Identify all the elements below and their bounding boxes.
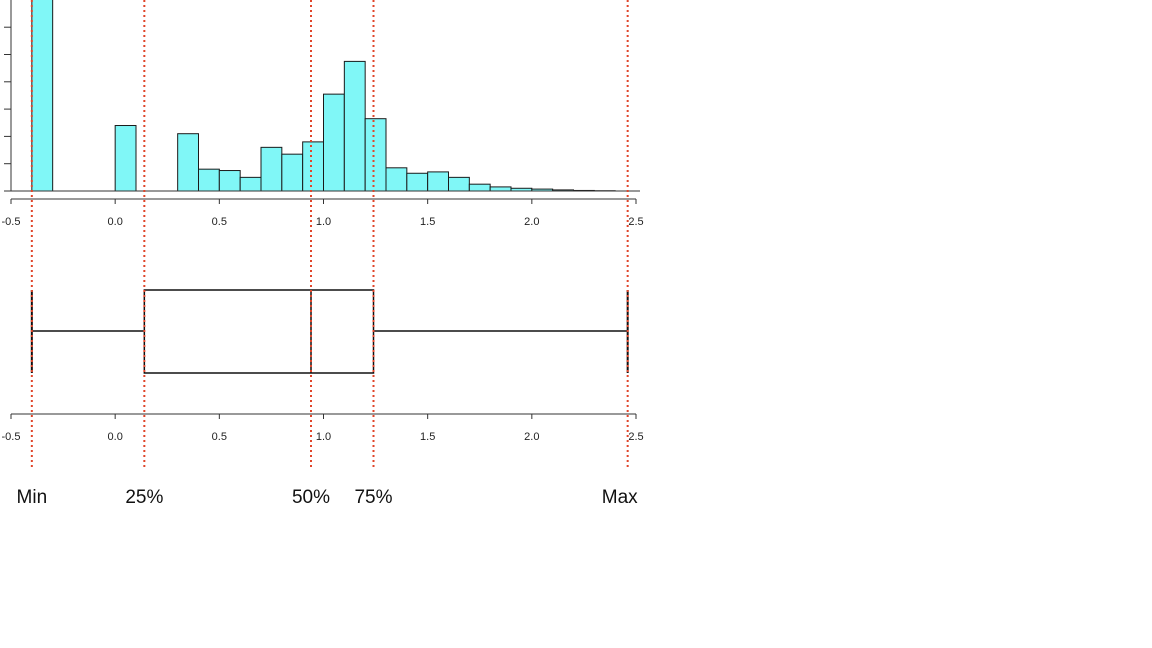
- quantile-label: Max: [602, 487, 638, 508]
- x-tick-label: 2.0: [524, 431, 539, 443]
- histogram-bar: [448, 176, 470, 192]
- histogram-y-ticks: [4, 26, 11, 192]
- histogram-bar: [177, 133, 200, 192]
- boxplot-x-ticks: -0.5 0.0 0.5 1.0 1.5 2.0 2.5: [2, 414, 644, 443]
- boxplot: -0.5 0.0 0.5 1.0 1.5 2.0 2.5: [2, 289, 644, 443]
- histogram-bar: [31, 0, 54, 192]
- x-tick-label: 1.5: [420, 431, 435, 443]
- histogram-bar: [114, 125, 137, 192]
- quantile-label: 50%: [292, 487, 330, 508]
- histogram-bar: [302, 141, 324, 192]
- x-tick-label: -0.5: [2, 431, 21, 443]
- quantile-labels: Min 25% 50% 75% Max: [17, 487, 639, 508]
- x-tick-label: 0.5: [212, 431, 227, 443]
- x-tick-label: 1.5: [420, 216, 435, 228]
- quantile-label: 25%: [125, 487, 163, 508]
- histogram-x-ticks: -0.5 0.0 0.5 1.0 1.5 2.0 2.5: [2, 199, 644, 228]
- histogram-bar: [260, 146, 283, 192]
- x-tick-label: 0.0: [108, 216, 123, 228]
- x-tick-label: -0.5: [2, 216, 21, 228]
- histogram-bar: [468, 183, 491, 192]
- boxplot-iqr-box: [143, 289, 375, 374]
- histogram-bar: [343, 60, 366, 192]
- quantile-label: Min: [17, 487, 48, 508]
- histogram-bar: [218, 170, 241, 192]
- histogram-bars: [31, 0, 616, 192]
- histogram-bar: [198, 168, 220, 192]
- x-tick-label: 1.0: [316, 216, 331, 228]
- histogram-bar: [281, 153, 304, 192]
- x-tick-label: 2.5: [628, 431, 643, 443]
- histogram: -0.5 0.0 0.5 1.0 1.5 2.0 2.5: [2, 0, 644, 228]
- x-tick-label: 0.5: [212, 216, 227, 228]
- quantile-label: 75%: [354, 487, 392, 508]
- histogram-bar: [385, 167, 408, 192]
- x-tick-label: 2.5: [628, 216, 643, 228]
- x-tick-label: 2.0: [524, 216, 539, 228]
- histogram-bar: [364, 118, 387, 192]
- histogram-bar: [427, 171, 449, 192]
- x-tick-label: 0.0: [108, 431, 123, 443]
- x-tick-label: 1.0: [316, 431, 331, 443]
- histogram-bar: [406, 172, 429, 192]
- quantile-guide-lines: [30, 0, 629, 470]
- histogram-bar: [239, 176, 262, 192]
- histogram-bar: [323, 93, 345, 192]
- histogram-bar: [489, 186, 512, 192]
